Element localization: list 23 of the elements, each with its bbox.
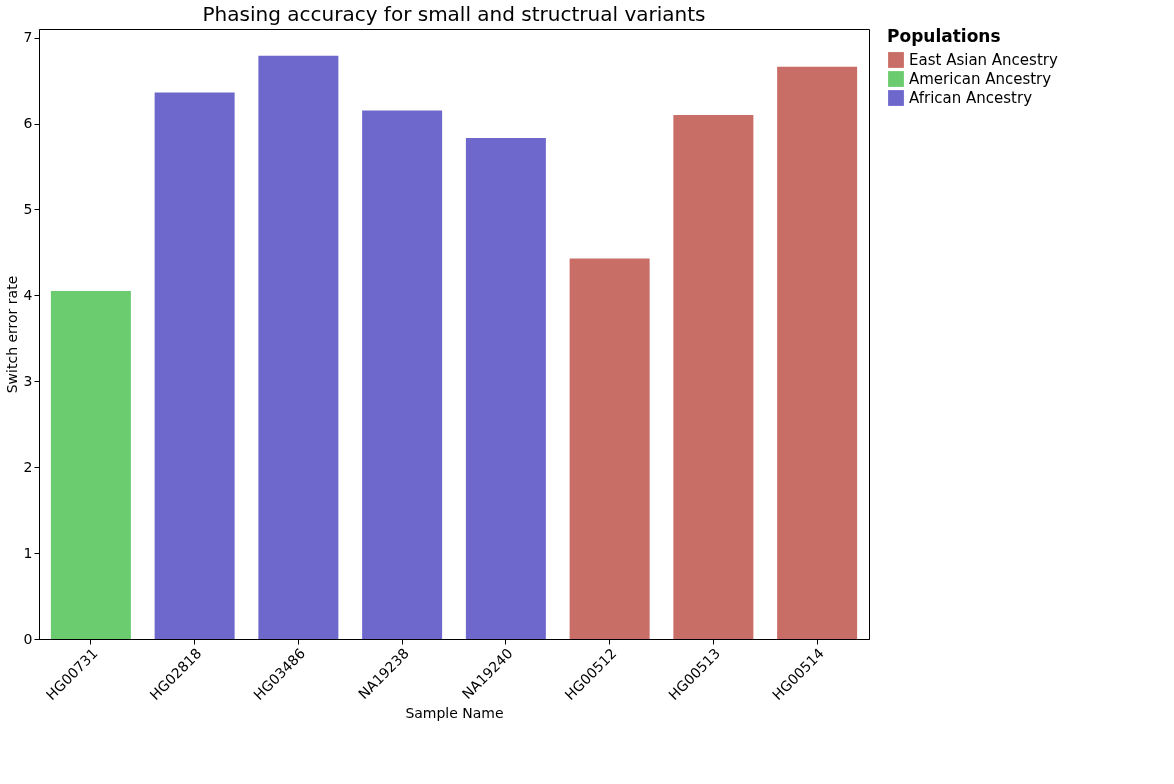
legend-label: American Ancestry: [909, 70, 1052, 88]
bar: [777, 66, 858, 639]
bar: [569, 258, 650, 639]
y-tick-label: 7: [23, 29, 33, 46]
y-tick-label: 5: [23, 200, 33, 217]
bar: [673, 114, 754, 639]
y-tick-label: 3: [23, 372, 33, 389]
bar: [362, 110, 443, 639]
y-axis-title: Switch error rate: [3, 275, 20, 394]
bar: [50, 291, 131, 639]
bar: [465, 138, 546, 639]
legend-label: African Ancestry: [909, 89, 1033, 107]
y-tick-label: 0: [23, 630, 33, 647]
legend-title: Populations: [887, 26, 1001, 46]
y-tick-label: 4: [23, 286, 33, 303]
bar: [258, 55, 339, 639]
x-axis-title: Sample Name: [405, 705, 504, 722]
y-tick-label: 2: [23, 458, 33, 475]
legend-label: East Asian Ancestry: [909, 51, 1058, 69]
chart-title: Phasing accuracy for small and structrual variants: [202, 2, 706, 26]
bar: [154, 92, 235, 639]
y-tick-label: 6: [23, 115, 33, 132]
y-tick-label: 1: [23, 544, 33, 561]
